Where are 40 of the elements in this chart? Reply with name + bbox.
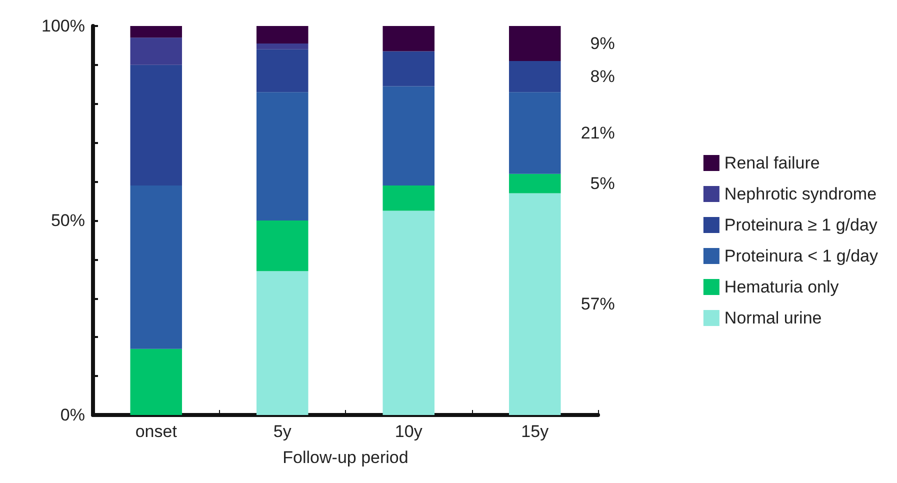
bar <box>256 271 308 415</box>
annotation: 57% <box>580 294 615 314</box>
bar <box>382 210 435 415</box>
y-tick-label: 100% <box>42 16 85 36</box>
bar <box>256 49 308 92</box>
legend-label: Hematuria only <box>724 278 840 296</box>
annotation: 21% <box>580 123 615 142</box>
legend-label: Nephrotic syndrome <box>724 184 877 204</box>
y-tick-label: 50% <box>50 211 85 230</box>
annotation: 9% <box>590 34 615 54</box>
legend-label: Proteinura ≥ 1 g/day <box>724 216 878 234</box>
x-tick-label: onset <box>135 422 178 441</box>
x-tick-label: 15y <box>521 422 550 441</box>
bar <box>256 26 308 44</box>
bar <box>508 193 561 415</box>
bar <box>508 61 561 92</box>
legend-label: Proteinura < 1 g/day <box>724 246 878 266</box>
annotation: 8% <box>590 67 615 86</box>
bar <box>508 92 561 174</box>
bar <box>130 38 182 65</box>
bar <box>256 92 308 220</box>
x-axis-title: Follow-up period <box>282 448 408 467</box>
x-tick-label: 10y <box>394 422 423 441</box>
bar <box>382 51 435 86</box>
bar <box>382 185 435 211</box>
legend-label: Renal failure <box>724 154 820 172</box>
legend-label: Normal urine <box>724 308 822 328</box>
bar <box>130 348 182 415</box>
bar <box>508 26 561 62</box>
bar <box>130 64 182 186</box>
y-tick-label: 0% <box>60 406 85 424</box>
bar <box>508 174 561 194</box>
bar <box>256 220 308 272</box>
bar <box>130 185 182 349</box>
bar <box>382 86 435 186</box>
annotation: 5% <box>590 174 615 194</box>
x-tick-label: 5y <box>273 422 292 441</box>
bar <box>382 26 435 52</box>
bar <box>130 26 182 38</box>
bar <box>256 44 308 50</box>
